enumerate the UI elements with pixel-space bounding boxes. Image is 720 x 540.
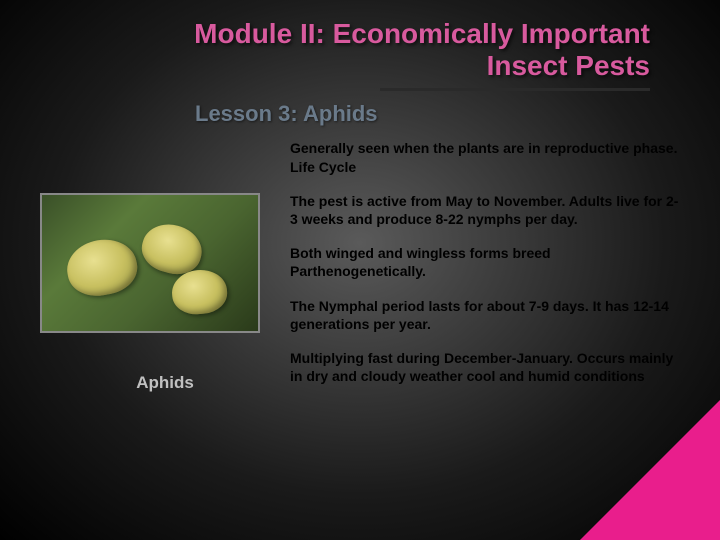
paragraph: The Nymphal period lasts for about 7-9 d… (290, 297, 690, 333)
title-line-2: Insect Pests (487, 50, 650, 81)
aphid-shape (170, 268, 229, 317)
paragraph: Both winged and wingless forms breed Par… (290, 244, 690, 280)
content-row: Aphids Generally seen when the plants ar… (0, 127, 720, 401)
paragraph: Multiplying fast during December-January… (290, 349, 690, 385)
right-column: Generally seen when the plants are in re… (290, 133, 690, 401)
paragraph: The pest is active from May to November.… (290, 192, 690, 228)
image-caption: Aphids (60, 373, 270, 393)
module-title: Module II: Economically Important Insect… (0, 0, 720, 84)
aphid-shape (63, 235, 141, 301)
paragraph: Generally seen when the plants are in re… (290, 139, 690, 175)
lesson-subtitle: Lesson 3: Aphids (0, 101, 720, 127)
title-underline (380, 88, 650, 91)
aphid-image (40, 193, 260, 333)
corner-accent (580, 400, 720, 540)
left-column: Aphids (40, 133, 270, 401)
title-line-1: Module II: Economically Important (194, 18, 650, 49)
